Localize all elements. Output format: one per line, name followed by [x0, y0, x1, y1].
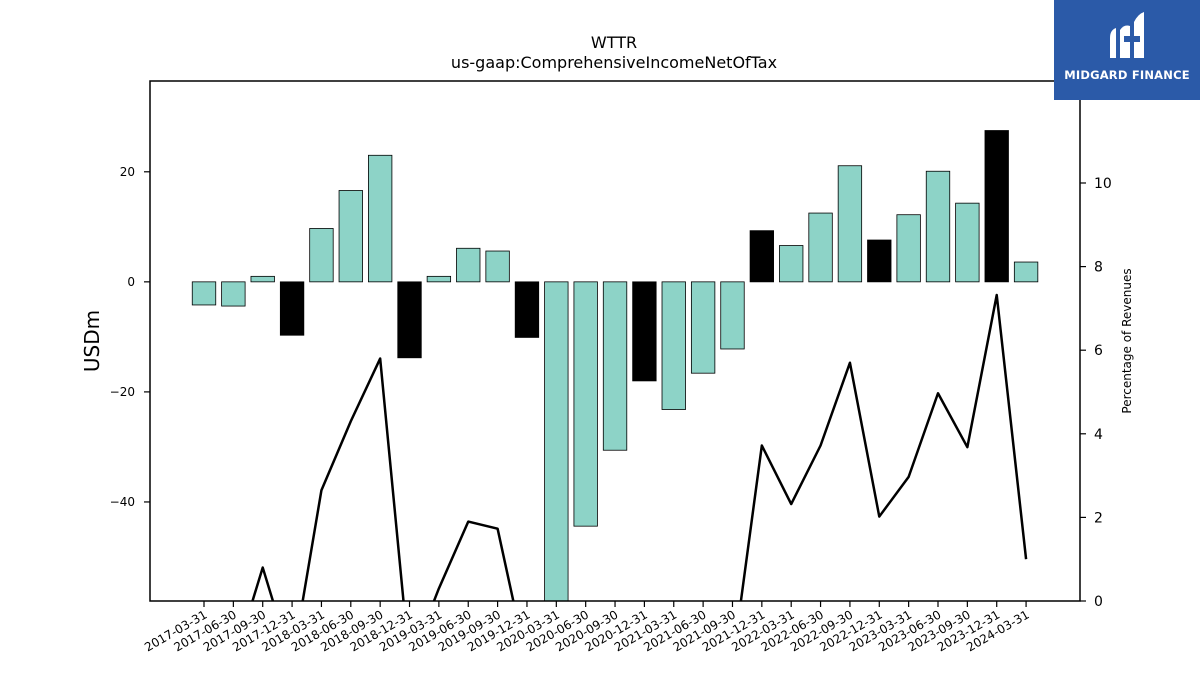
bar-2018-09-30 — [368, 154, 393, 283]
bar-2019-09-30 — [485, 250, 510, 283]
y-tick-label: −40 — [110, 495, 135, 509]
bar-2023-06-30 — [925, 170, 951, 283]
brand-logo: MIDGARD FINANCE — [1054, 0, 1200, 100]
y-tick-label: 20 — [120, 165, 135, 179]
bar-2020-09-30 — [602, 281, 628, 451]
midgard-logo-icon — [1110, 12, 1144, 58]
bar-2021-12-31 — [749, 230, 774, 283]
bar-2020-06-30 — [573, 281, 598, 527]
y2-tick-label: 4 — [1094, 427, 1103, 443]
ratio-line — [251, 293, 1028, 601]
y2-tick-label: 8 — [1094, 260, 1103, 276]
y2-tick-label: 10 — [1094, 176, 1112, 192]
y2-tick-label: 2 — [1094, 510, 1103, 526]
bar-2018-03-31 — [309, 228, 334, 283]
bar-2019-12-31 — [514, 281, 540, 338]
y-axis-label: USDm — [80, 310, 104, 372]
logo-text: MIDGARD FINANCE — [1064, 68, 1190, 82]
bar-2022-03-31 — [779, 245, 804, 283]
bar-2020-12-31 — [632, 281, 657, 382]
chart-subtitle: us-gaap:ComprehensiveIncomeNetOfTax — [451, 53, 777, 72]
y2-axis-label: Percentage of Revenues — [1120, 268, 1134, 413]
y2-tick-label: 0 — [1094, 594, 1103, 610]
bar-2020-03-31 — [544, 281, 569, 601]
bar-2024-03-31 — [1013, 261, 1039, 283]
bar-2019-03-31 — [426, 275, 452, 283]
bar-2019-06-30 — [456, 247, 481, 283]
bar-2021-03-31 — [661, 281, 686, 410]
bar-2021-09-30 — [720, 281, 745, 350]
bar-2021-06-30 — [690, 281, 716, 374]
bar-2022-09-30 — [837, 165, 863, 283]
bar-2023-12-31 — [984, 130, 1009, 283]
bar-2018-06-30 — [338, 190, 363, 283]
bar-2017-06-30 — [221, 281, 246, 307]
bar-series — [191, 130, 1039, 601]
bar-2022-06-30 — [808, 212, 833, 283]
ratio-line-series — [251, 293, 1028, 601]
y2-tick-label: 6 — [1094, 343, 1103, 359]
y-tick-label: 0 — [127, 275, 135, 289]
bar-2017-09-30 — [250, 275, 275, 283]
bar-2023-09-30 — [955, 202, 980, 283]
bar-2018-12-31 — [397, 281, 422, 359]
bar-2017-12-31 — [279, 281, 305, 336]
bar-2023-03-31 — [896, 214, 921, 283]
bar-2017-03-31 — [191, 281, 217, 306]
bar-2022-12-31 — [867, 239, 892, 283]
chart-title: WTTR — [591, 33, 637, 52]
y-tick-label: −20 — [110, 385, 135, 399]
